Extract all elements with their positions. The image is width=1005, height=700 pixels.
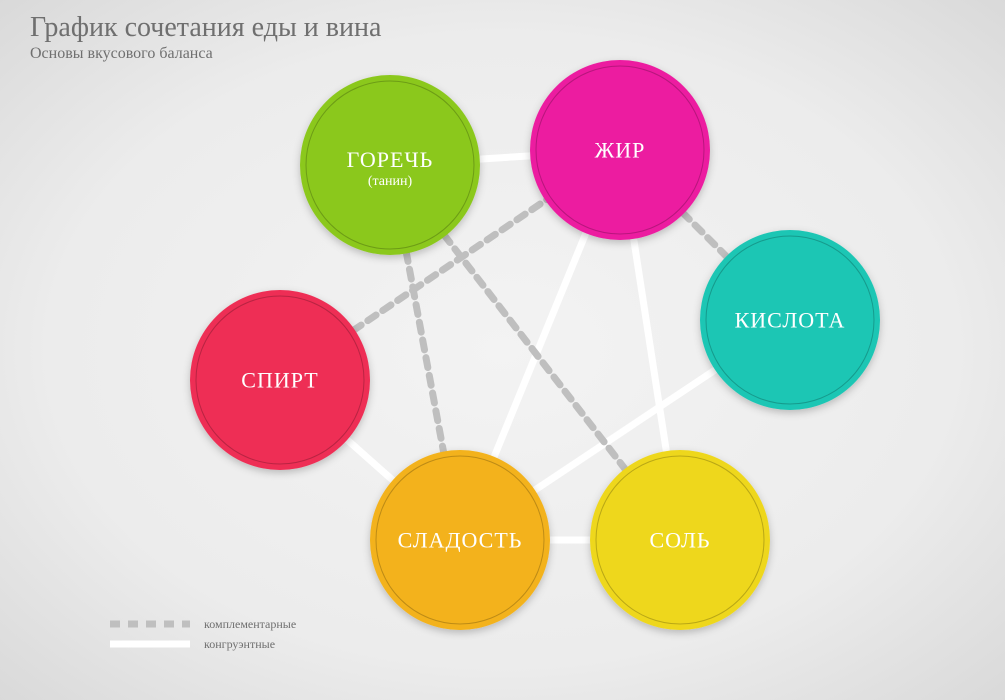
node-label-spirit: СПИРТ <box>241 368 318 393</box>
node-label-sweet: СЛАДОСТЬ <box>398 528 523 553</box>
node-label-fat: ЖИР <box>595 138 646 163</box>
node-acid: КИСЛОТА <box>700 230 880 410</box>
legend-label-congruent: конгруэнтные <box>204 637 275 651</box>
node-bitter: ГОРЕЧЬ (танин) <box>300 75 480 255</box>
node-salt: СОЛЬ <box>590 450 770 630</box>
diagram-svg: График сочетания еды и вина Основы вкусо… <box>0 0 1005 700</box>
node-sublabel-bitter: (танин) <box>368 174 413 189</box>
node-sweet: СЛАДОСТЬ <box>370 450 550 630</box>
node-label-bitter: ГОРЕЧЬ <box>347 147 434 172</box>
node-label-salt: СОЛЬ <box>649 528 710 553</box>
node-fat: ЖИР <box>530 60 710 240</box>
legend-label-complementary: комплементарные <box>204 617 296 631</box>
page-title: График сочетания еды и вина <box>30 12 382 43</box>
node-label-acid: КИСЛОТА <box>735 308 846 333</box>
page-subtitle: Основы вкусового баланса <box>30 45 213 62</box>
infographic-root: График сочетания еды и вина Основы вкусо… <box>0 0 1005 700</box>
edge-bitter-fat <box>478 156 532 160</box>
node-spirit: СПИРТ <box>190 290 370 470</box>
